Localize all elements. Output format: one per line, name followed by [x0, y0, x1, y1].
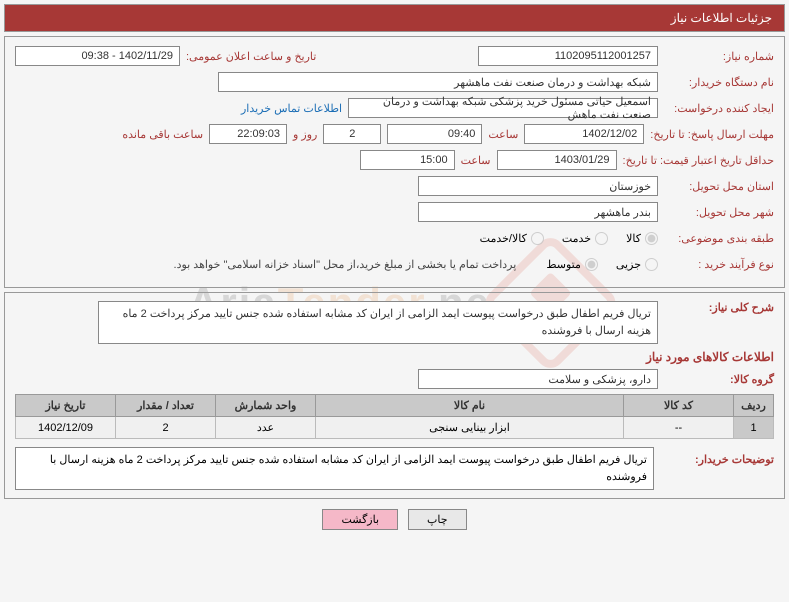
cell-qty: 2 — [116, 417, 216, 439]
goods-section-title: اطلاعات کالاهای مورد نیاز — [15, 350, 774, 364]
days-remaining: 2 — [323, 124, 381, 144]
print-button[interactable]: چاپ — [408, 509, 467, 530]
summary-text: تریال فریم اطفال طبق درخواست پیوست ایمد … — [98, 301, 658, 344]
panel-header: جزئیات اطلاعات نیاز — [4, 4, 785, 32]
validity-label: حداقل تاریخ اعتبار قیمت: تا تاریخ: — [623, 154, 774, 167]
cell-unit: عدد — [216, 417, 316, 439]
time-label-1: ساعت — [488, 128, 518, 141]
process-radio-group: جزیی متوسط — [546, 258, 658, 271]
goods-table: ردیف کد کالا نام کالا واحد شمارش تعداد /… — [15, 394, 774, 439]
announce-label: تاریخ و ساعت اعلان عمومی: — [186, 50, 316, 63]
validity-date: 1403/01/29 — [497, 150, 617, 170]
buyer-desc-text: تریال فریم اطفال طبق درخواست پیوست ایمد … — [15, 447, 654, 490]
col-row: ردیف — [734, 395, 774, 417]
province-label: استان محل تحویل: — [664, 180, 774, 193]
radio-minor[interactable]: جزیی — [616, 258, 658, 271]
deadline-time: 09:40 — [387, 124, 482, 144]
radio-service[interactable]: خدمت — [562, 232, 608, 245]
cell-name: ابزار بینایی سنجی — [316, 417, 624, 439]
category-label: طبقه بندی موضوعی: — [664, 232, 774, 245]
province-value: خوزستان — [418, 176, 658, 196]
back-button[interactable]: بازگشت — [322, 509, 398, 530]
time-label-2: ساعت — [461, 154, 491, 167]
table-header-row: ردیف کد کالا نام کالا واحد شمارش تعداد /… — [16, 395, 774, 417]
payment-note: پرداخت تمام یا بخشی از مبلغ خرید،از محل … — [174, 258, 517, 271]
summary-panel: شرح کلی نیاز: تریال فریم اطفال طبق درخوا… — [4, 292, 785, 499]
col-name: نام کالا — [316, 395, 624, 417]
goods-group-value: دارو، پزشکی و سلامت — [418, 369, 658, 389]
cell-code: -- — [624, 417, 734, 439]
radio-goods[interactable]: کالا — [626, 232, 658, 245]
buyer-contact-link[interactable]: اطلاعات تماس خریدار — [241, 102, 342, 115]
deadline-label: مهلت ارسال پاسخ: تا تاریخ: — [650, 128, 774, 141]
col-qty: تعداد / مقدار — [116, 395, 216, 417]
need-number-value: 1102095112001257 — [478, 46, 658, 66]
radio-both[interactable]: کالا/خدمت — [480, 232, 544, 245]
remain-label: ساعت باقی مانده — [122, 128, 203, 141]
cell-n: 1 — [734, 417, 774, 439]
buyer-org-label: نام دستگاه خریدار: — [664, 76, 774, 89]
creator-value: اسمعیل حیاتی مسئول خرید پزشکی شبکه بهداش… — [348, 98, 658, 118]
panel-title: جزئیات اطلاعات نیاز — [671, 11, 772, 25]
need-number-label: شماره نیاز: — [664, 50, 774, 63]
summary-label: شرح کلی نیاز: — [664, 301, 774, 314]
city-label: شهر محل تحویل: — [664, 206, 774, 219]
table-row: 1 -- ابزار بینایی سنجی عدد 2 1402/12/09 — [16, 417, 774, 439]
process-label: نوع فرآیند خرید : — [664, 258, 774, 271]
buyer-desc-label: توضیحات خریدار: — [664, 447, 774, 466]
countdown-timer: 22:09:03 — [209, 124, 287, 144]
validity-time: 15:00 — [360, 150, 455, 170]
city-value: بندر ماهشهر — [418, 202, 658, 222]
col-code: کد کالا — [624, 395, 734, 417]
buyer-org-value: شبکه بهداشت و درمان صنعت نفت ماهشهر — [218, 72, 658, 92]
radio-medium[interactable]: متوسط — [546, 258, 598, 271]
col-date: تاریخ نیاز — [16, 395, 116, 417]
col-unit: واحد شمارش — [216, 395, 316, 417]
need-info-panel: شماره نیاز: 1102095112001257 تاریخ و ساع… — [4, 36, 785, 288]
deadline-date: 1402/12/02 — [524, 124, 644, 144]
creator-label: ایجاد کننده درخواست: — [664, 102, 774, 115]
footer-buttons: چاپ بازگشت — [0, 509, 789, 530]
goods-group-label: گروه کالا: — [664, 373, 774, 386]
category-radio-group: کالا خدمت کالا/خدمت — [480, 232, 658, 245]
cell-date: 1402/12/09 — [16, 417, 116, 439]
announce-value: 1402/11/29 - 09:38 — [15, 46, 180, 66]
days-label: روز و — [293, 128, 317, 141]
